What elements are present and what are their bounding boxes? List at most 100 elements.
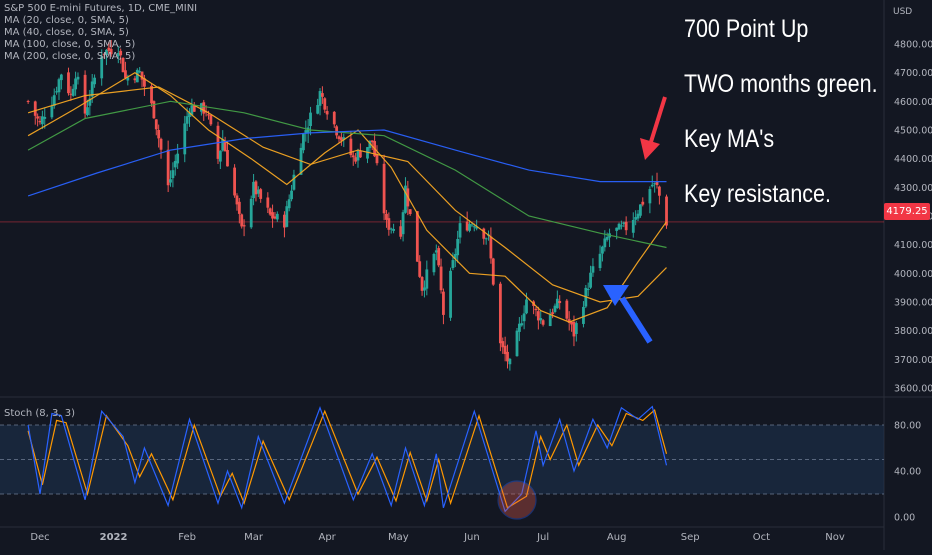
candle-body bbox=[420, 277, 424, 291]
candle-body bbox=[202, 102, 206, 114]
candle-body bbox=[26, 100, 30, 102]
candle-body bbox=[648, 189, 652, 204]
candle-body bbox=[133, 78, 137, 81]
candle-body bbox=[389, 228, 393, 230]
candle-body bbox=[451, 260, 455, 269]
moving-average-line-4 bbox=[27, 129, 667, 197]
candle-body bbox=[102, 53, 106, 55]
blue-arrow-head bbox=[603, 285, 629, 306]
candle-body bbox=[468, 224, 471, 231]
candle-body bbox=[475, 226, 479, 229]
candle-body bbox=[589, 272, 592, 288]
candle-body bbox=[567, 319, 571, 323]
candle-body bbox=[434, 250, 438, 253]
stoch-legend[interactable]: Stoch (8, 3, 3) bbox=[4, 408, 76, 419]
candle-body bbox=[418, 261, 422, 277]
time-tick-label: Sep bbox=[681, 532, 700, 543]
candle-body bbox=[432, 253, 436, 273]
candle-body bbox=[309, 112, 312, 127]
annotation-two-months-green: TWO months green. bbox=[684, 70, 878, 98]
candle-body bbox=[572, 321, 576, 337]
candle-body bbox=[143, 78, 146, 87]
candle-body bbox=[116, 53, 120, 57]
candle-body bbox=[285, 206, 289, 227]
red-arrow-shaft bbox=[648, 96, 667, 146]
candle-body bbox=[456, 238, 460, 256]
candle-body bbox=[119, 50, 123, 56]
candle-body bbox=[259, 189, 263, 199]
candle-body bbox=[665, 196, 668, 226]
candle-body bbox=[323, 98, 327, 110]
candle-body bbox=[423, 287, 426, 291]
candle-body bbox=[256, 189, 260, 194]
candle-body bbox=[240, 214, 244, 227]
candle-body bbox=[415, 211, 419, 262]
time-tick-label: Mar bbox=[244, 532, 264, 543]
candle-body bbox=[653, 183, 657, 185]
symbol-title: S&P 500 E-mini Futures, 1D, CME_MINI bbox=[4, 3, 198, 14]
legend-ma20[interactable]: MA (20, close, 0, SMA, 5) bbox=[4, 15, 129, 26]
candle-body bbox=[173, 160, 177, 168]
candle-body bbox=[192, 105, 196, 112]
candle-body bbox=[171, 170, 175, 179]
stoch-d-line bbox=[27, 409, 668, 509]
candle-body bbox=[520, 323, 524, 326]
candle-body bbox=[622, 222, 626, 224]
price-tick-label: 4800.00 bbox=[894, 40, 932, 51]
candle-body bbox=[38, 120, 42, 123]
candle-body bbox=[74, 78, 77, 90]
candle-body bbox=[318, 91, 322, 106]
candle-body bbox=[69, 93, 73, 95]
price-tick-label: 4500.00 bbox=[894, 126, 932, 137]
candle-body bbox=[522, 313, 526, 322]
candle-body bbox=[235, 195, 239, 205]
candle-body bbox=[506, 351, 509, 362]
time-tick-label: Dec bbox=[30, 532, 49, 543]
legend-ma100[interactable]: MA (100, close, 0, SMA, 5) bbox=[4, 39, 136, 50]
candle-body bbox=[335, 126, 339, 136]
candle-body bbox=[86, 107, 89, 116]
candle-body bbox=[349, 138, 353, 156]
candle-body bbox=[52, 95, 56, 106]
candle-body bbox=[548, 314, 552, 327]
candle-body bbox=[399, 226, 403, 237]
candle-body bbox=[304, 130, 308, 133]
legend: S&P 500 E-mini Futures, 1D, CME_MINI MA … bbox=[4, 3, 197, 63]
candle-body bbox=[209, 115, 213, 125]
stoch-k-line bbox=[27, 405, 668, 513]
candle-body bbox=[491, 258, 495, 285]
candle-body bbox=[551, 312, 554, 315]
annotation-key-mas: Key MA's bbox=[684, 125, 775, 153]
legend-ma40[interactable]: MA (40, close, 0, SMA, 5) bbox=[4, 27, 129, 38]
candle-body bbox=[207, 114, 210, 116]
candle-body bbox=[166, 149, 170, 186]
candle-body bbox=[650, 184, 654, 187]
candle-body bbox=[150, 85, 153, 104]
candle-body bbox=[605, 236, 609, 240]
candle-body bbox=[292, 174, 296, 190]
candle-body bbox=[636, 213, 640, 219]
legend-ma200[interactable]: MA (200, close, 0, SMA, 5) bbox=[4, 51, 136, 62]
candle-body bbox=[582, 306, 585, 324]
candle-body bbox=[50, 106, 54, 118]
candle-body bbox=[358, 151, 362, 158]
candle-body bbox=[541, 320, 545, 325]
annotation-700-points: 700 Point Up bbox=[684, 15, 809, 43]
candle-body bbox=[183, 123, 187, 155]
candle-body bbox=[325, 111, 329, 115]
candle-body bbox=[339, 137, 343, 141]
candle-body bbox=[271, 212, 274, 219]
price-tick-label: 4400.00 bbox=[894, 154, 932, 165]
candle-body bbox=[591, 266, 595, 273]
candle-body bbox=[598, 253, 602, 269]
annotation-key-resistance: Key resistance. bbox=[684, 180, 831, 208]
time-tick-label: 2022 bbox=[100, 532, 128, 543]
time-tick-label: Feb bbox=[178, 532, 196, 543]
candle-body bbox=[641, 201, 645, 205]
candle-body bbox=[574, 323, 578, 334]
candle-body bbox=[254, 181, 258, 195]
time-tick-label: Oct bbox=[753, 532, 770, 543]
candle-body bbox=[631, 219, 635, 233]
